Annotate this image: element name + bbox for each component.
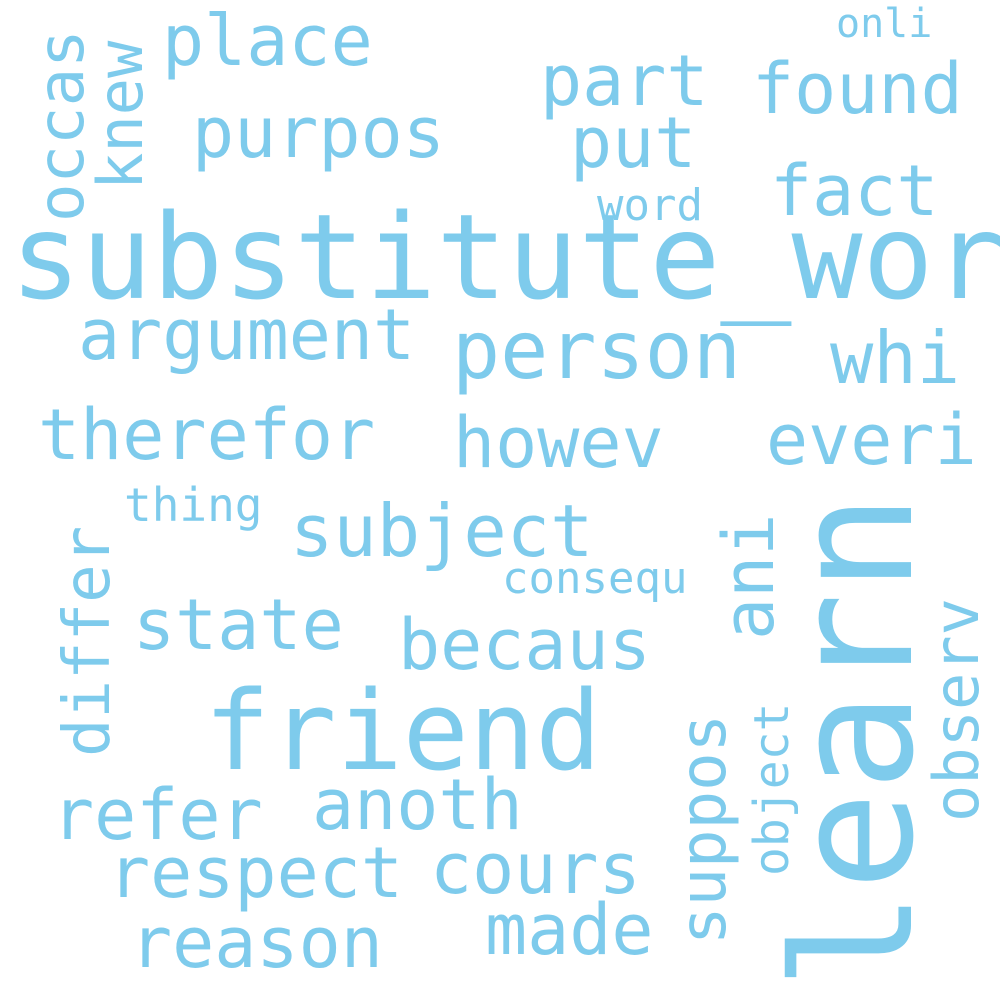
word-part: part bbox=[540, 40, 709, 122]
word-becaus: becaus bbox=[398, 604, 651, 686]
word-refer: refer bbox=[52, 774, 263, 856]
word-consequ: consequ bbox=[502, 553, 688, 604]
word-argument: argument bbox=[78, 294, 416, 376]
word-person: person bbox=[452, 304, 741, 397]
word-made: made bbox=[485, 889, 654, 971]
word-suppos: suppos bbox=[667, 713, 741, 945]
word-observ: observ bbox=[920, 598, 993, 822]
word-therefor: therefor bbox=[38, 394, 376, 476]
word-howev: howev bbox=[453, 402, 664, 484]
word-onli: onli bbox=[836, 1, 933, 47]
word-ani: ani bbox=[708, 513, 790, 640]
word-found: found bbox=[752, 48, 963, 130]
word-purpos: purpos bbox=[192, 92, 445, 174]
word-friend: friend bbox=[204, 667, 602, 795]
word-reason: reason bbox=[130, 902, 383, 984]
word-everi: everi bbox=[766, 399, 977, 481]
word-knew: knew bbox=[84, 40, 157, 190]
word-state: state bbox=[133, 584, 344, 666]
word-subject: subject bbox=[290, 489, 594, 573]
word-substitute-word: substitute_word bbox=[10, 188, 1000, 326]
word-object: object bbox=[744, 702, 800, 876]
word-differ: differ bbox=[51, 525, 125, 757]
word-respect: respect bbox=[108, 832, 404, 914]
word-word: word bbox=[597, 180, 703, 231]
word-anoth: anoth bbox=[312, 764, 523, 846]
word-cours: cours bbox=[430, 828, 641, 910]
word-fact: fact bbox=[770, 150, 939, 232]
word-place: place bbox=[162, 0, 373, 82]
word-whi: whi bbox=[830, 316, 961, 400]
word-thing: thing bbox=[124, 478, 263, 532]
word-put: put bbox=[570, 102, 697, 184]
